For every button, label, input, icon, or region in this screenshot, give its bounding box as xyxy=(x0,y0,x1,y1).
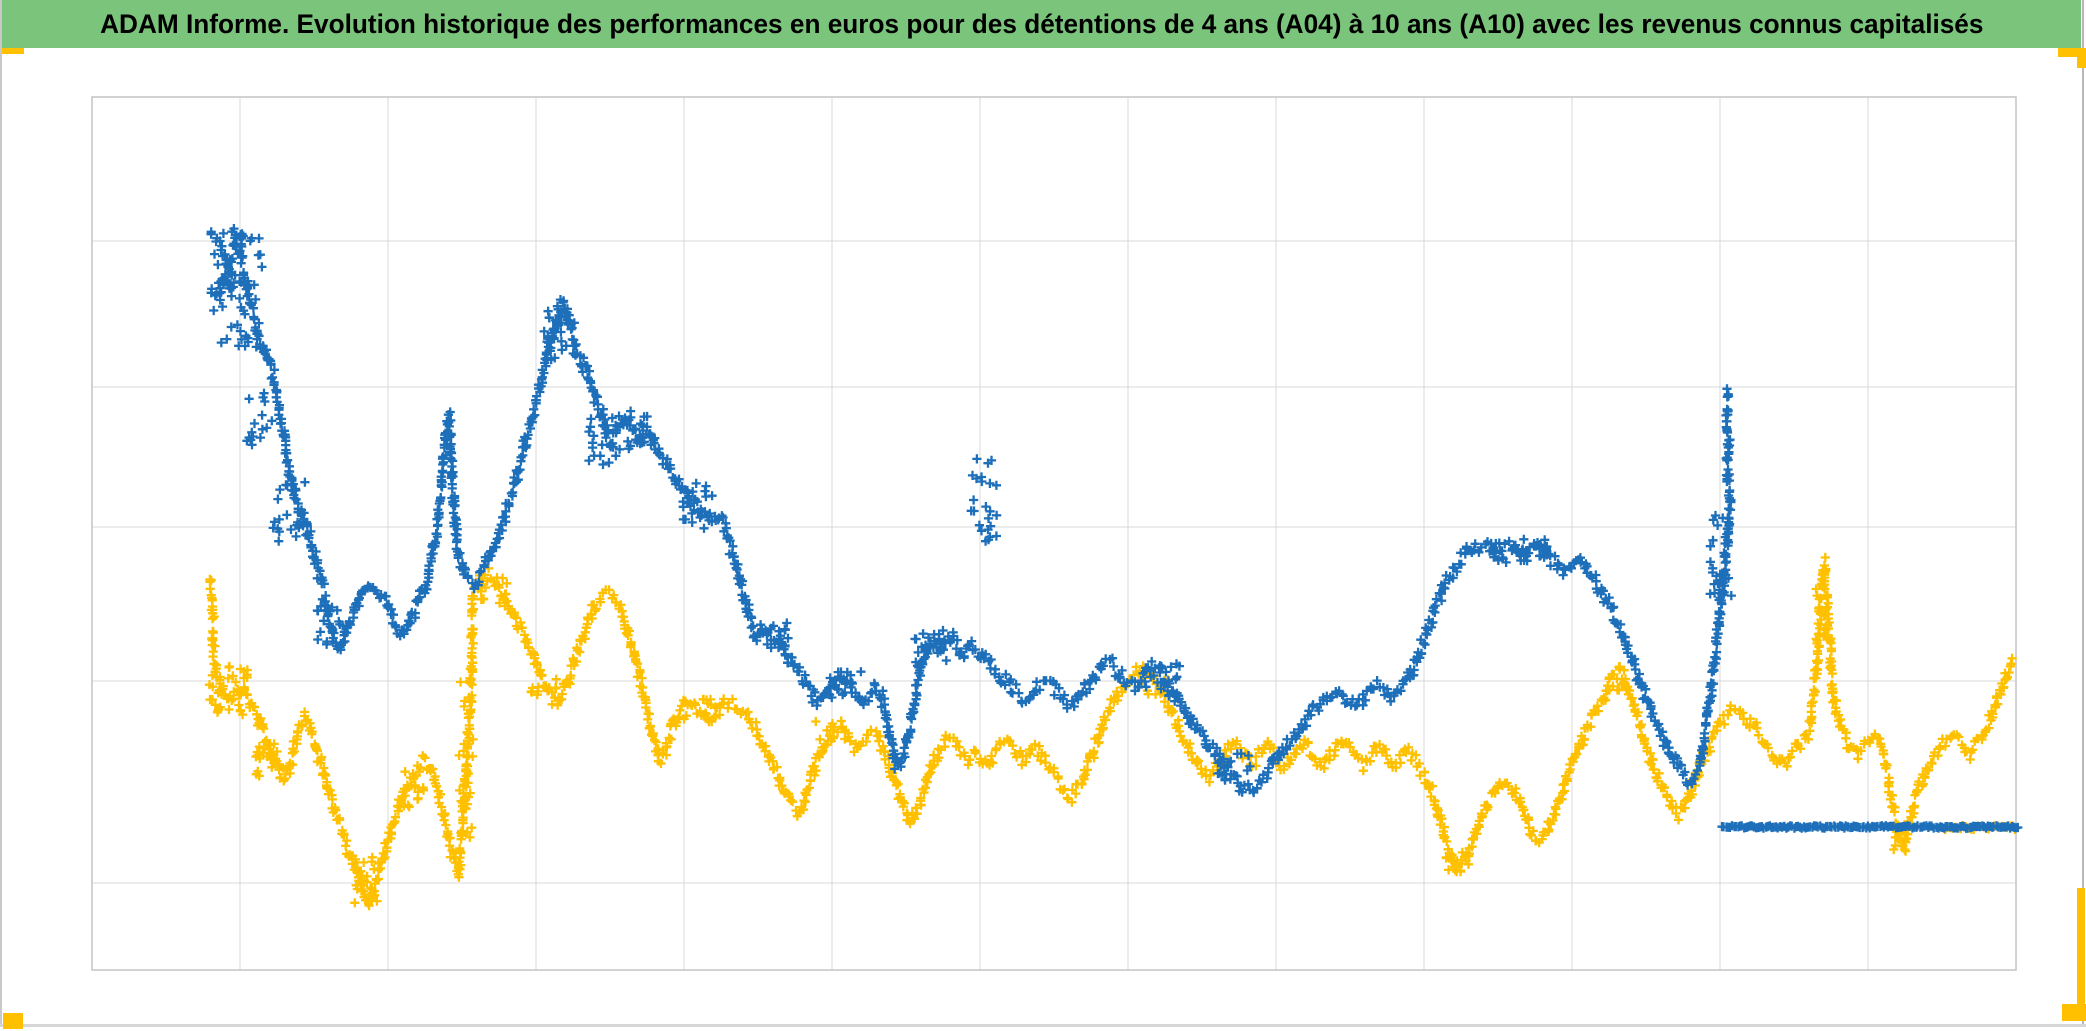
accent-bottom-right-hbar xyxy=(2062,1004,2086,1021)
title-bar: ADAM Informe. Evolution historique des p… xyxy=(2,0,2081,48)
accent-bottom-right-vbar xyxy=(2077,888,2085,1006)
chart-title: ADAM Informe. Evolution historique des p… xyxy=(99,8,1984,39)
series-group xyxy=(204,224,2023,911)
scatter-gold-series xyxy=(204,552,2020,911)
page-right-border xyxy=(2082,0,2084,1025)
accent-top-left-tab xyxy=(2,48,24,54)
accent-top-right-hbar xyxy=(2058,48,2086,57)
accent-bottom-left-square xyxy=(3,1013,23,1029)
page-bottom-line xyxy=(0,1024,2086,1027)
scatter-blue-series xyxy=(206,224,2023,833)
accent-top-right-vbar xyxy=(2077,50,2086,68)
page-left-border xyxy=(0,0,2,1025)
